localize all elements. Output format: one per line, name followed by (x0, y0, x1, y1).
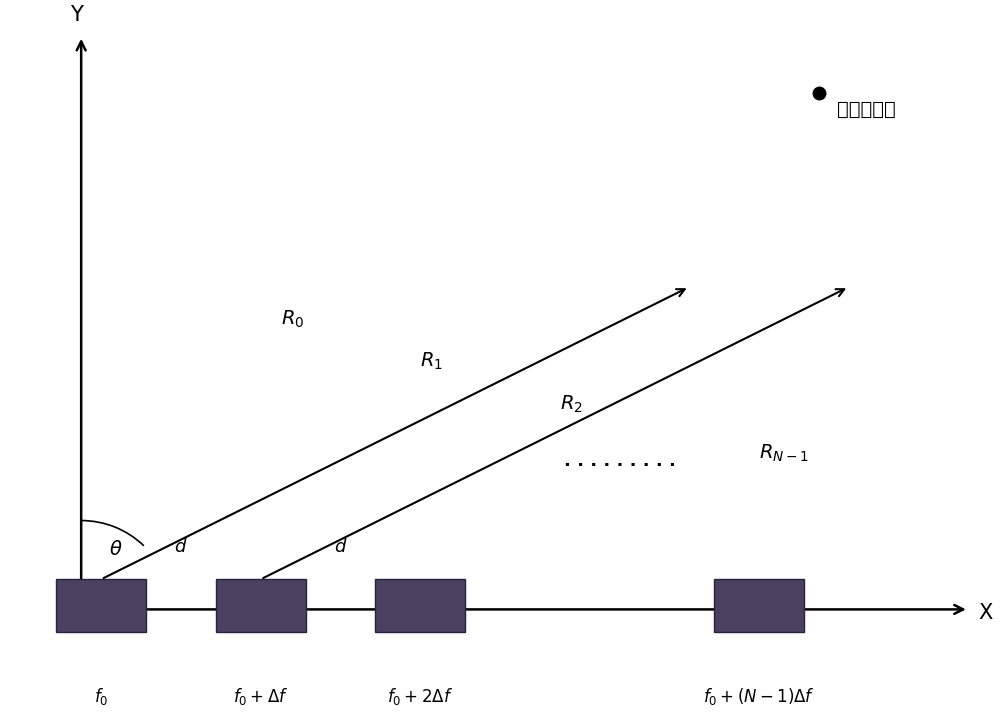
Text: $R_0$: $R_0$ (281, 308, 304, 330)
Text: Y: Y (70, 5, 83, 25)
Text: $d$: $d$ (334, 538, 347, 556)
Text: . . . . . . . . .: . . . . . . . . . (564, 452, 676, 470)
Text: $f_0+\Delta f$: $f_0+\Delta f$ (233, 685, 288, 706)
Text: $R_1$: $R_1$ (420, 351, 443, 372)
Text: $d$: $d$ (174, 538, 188, 556)
Bar (56, 579, 146, 632)
Text: $f_0$: $f_0$ (94, 685, 108, 706)
Text: $R_2$: $R_2$ (560, 394, 583, 414)
Text: X: X (979, 603, 993, 623)
Text: $f_0+2\Delta f$: $f_0+2\Delta f$ (387, 685, 453, 706)
Bar (375, 579, 465, 632)
Bar (216, 579, 306, 632)
Bar (714, 579, 804, 632)
Text: $f_0+(N-1)\Delta f$: $f_0+(N-1)\Delta f$ (703, 685, 815, 706)
Text: $\theta$: $\theta$ (109, 540, 123, 559)
Text: 远场目标点: 远场目标点 (837, 100, 896, 118)
Text: $R_{N-1}$: $R_{N-1}$ (759, 443, 809, 465)
